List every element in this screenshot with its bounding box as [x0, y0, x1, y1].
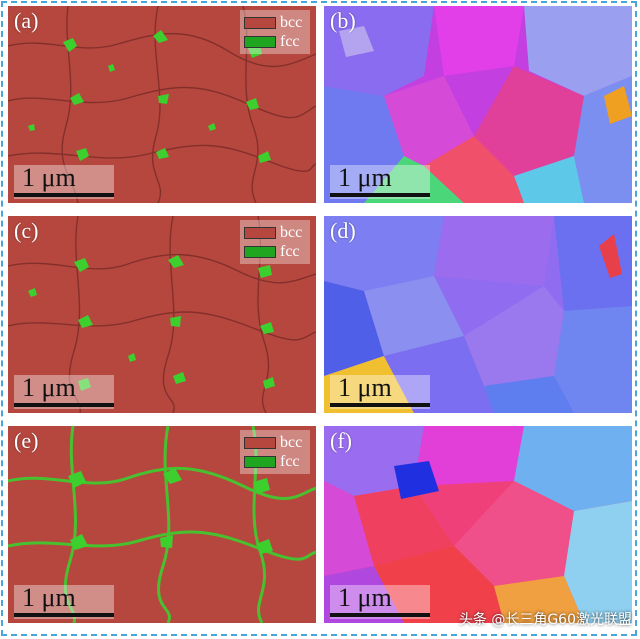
orientation-map-image [324, 6, 632, 203]
scale-bar-line [330, 613, 430, 617]
phase-legend: bcc fcc [240, 430, 310, 474]
bcc-swatch [244, 227, 276, 239]
scale-bar: 1 μm [330, 373, 430, 409]
fcc-swatch [244, 246, 276, 258]
panel-label: (a) [14, 8, 39, 33]
scale-bar-label: 1 μm [338, 163, 392, 192]
bcc-swatch [244, 17, 276, 29]
fcc-swatch [244, 36, 276, 48]
legend-item-bcc: bcc [244, 224, 302, 242]
panel-label: (b) [330, 8, 356, 33]
legend-label-bcc: bcc [280, 434, 303, 451]
legend-item-fcc: fcc [244, 453, 300, 471]
scale-bar-line [14, 613, 114, 617]
phase-legend: bcc fcc [240, 10, 310, 54]
legend-label-fcc: fcc [280, 453, 300, 470]
scale-bar: 1 μm [330, 163, 430, 199]
scale-bar: 1 μm [330, 583, 430, 619]
scale-bar-line [330, 403, 430, 407]
scale-bar-label: 1 μm [22, 163, 76, 192]
orientation-map-image [324, 426, 632, 623]
scale-bar-label: 1 μm [22, 373, 76, 402]
legend-item-fcc: fcc [244, 243, 300, 261]
panel-label: (f) [330, 428, 352, 453]
bcc-swatch [244, 437, 276, 449]
panel-label: (e) [14, 428, 39, 453]
legend-label-bcc: bcc [280, 224, 303, 241]
orientation-map-image [324, 216, 632, 413]
legend-label-bcc: bcc [280, 14, 303, 31]
panel-b-orientation-map: (b) 1 μm [324, 6, 632, 203]
scale-bar: 1 μm [14, 163, 114, 199]
phase-legend: bcc fcc [240, 220, 310, 264]
scale-bar-line [14, 193, 114, 197]
panel-d-orientation-map: (d) 1 μm [324, 216, 632, 413]
fcc-swatch [244, 456, 276, 468]
panel-label: (d) [330, 218, 356, 243]
scale-bar-line [330, 193, 430, 197]
phase-map-image [8, 6, 316, 203]
scale-bar-label: 1 μm [338, 373, 392, 402]
panel-label: (c) [14, 218, 39, 243]
watermark: 头条 @长三角G60激光联盟 [458, 612, 632, 628]
panel-f-orientation-map: (f) 1 μm [324, 426, 632, 623]
scale-bar: 1 μm [14, 373, 114, 409]
scale-bar: 1 μm [14, 583, 114, 619]
legend-label-fcc: fcc [280, 243, 300, 260]
scale-bar-label: 1 μm [338, 583, 392, 612]
panel-e-phase-map: (e) bcc fcc 1 μm [8, 426, 316, 623]
scale-bar-line [14, 403, 114, 407]
scale-bar-label: 1 μm [22, 583, 76, 612]
legend-item-fcc: fcc [244, 33, 300, 51]
panel-a-phase-map: (a) bcc fcc 1 μm [8, 6, 316, 203]
legend-item-bcc: bcc [244, 434, 302, 452]
legend-label-fcc: fcc [280, 33, 300, 50]
panel-c-phase-map: (c) bcc fcc 1 μm [8, 216, 316, 413]
legend-item-bcc: bcc [244, 14, 302, 32]
